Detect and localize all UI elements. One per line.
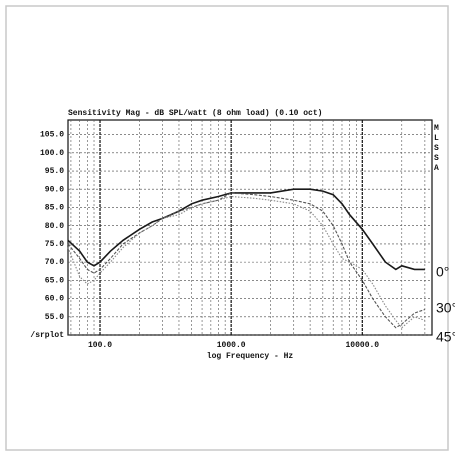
y-tick-label: 105.0 bbox=[40, 131, 64, 140]
y-tick-label: 70.0 bbox=[45, 258, 64, 267]
x-axis-label: log Frequency - Hz bbox=[207, 352, 294, 361]
series-line bbox=[67, 192, 426, 329]
y-tick-label: 100.0 bbox=[40, 149, 64, 158]
y-tick-label: 85.0 bbox=[45, 204, 64, 213]
y-tick-label: 80.0 bbox=[45, 222, 64, 231]
legend-label: 30° bbox=[436, 300, 455, 316]
y-tick-label: 65.0 bbox=[45, 276, 64, 285]
x-tick-label: 10000.0 bbox=[345, 341, 379, 350]
y-tick-label: 90.0 bbox=[45, 185, 64, 194]
chart-title: Sensitivity Mag - dB SPL/watt (8 ohm loa… bbox=[68, 109, 322, 118]
frame bbox=[5, 5, 449, 451]
y-tick-label: 55.0 bbox=[45, 313, 64, 322]
series-line bbox=[67, 188, 425, 271]
x-tick-label: 1000.0 bbox=[217, 341, 246, 350]
y-tick-label: 75.0 bbox=[45, 240, 64, 249]
legend-label: 0° bbox=[436, 264, 449, 280]
annotation: MLSSA bbox=[432, 124, 441, 174]
y-tick-label: 95.0 bbox=[45, 167, 64, 176]
x-tick-label: 100.0 bbox=[88, 341, 112, 350]
legend-label: 45° bbox=[436, 329, 455, 345]
y-tick-label: /srplot bbox=[30, 331, 64, 340]
y-tick-label: 60.0 bbox=[45, 295, 64, 304]
